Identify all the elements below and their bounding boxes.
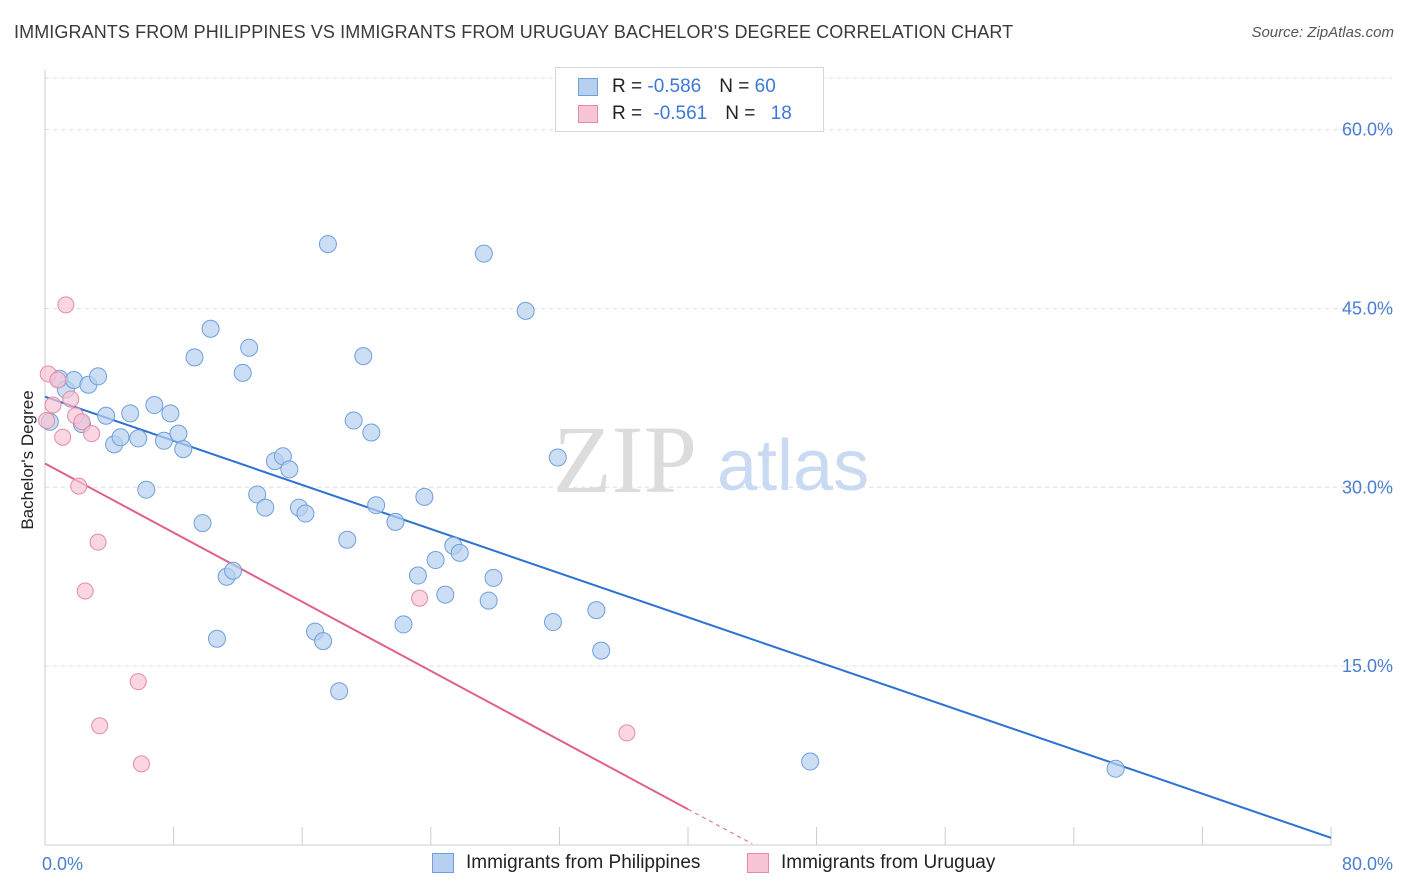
uruguay-point [62,390,80,408]
philippines-point [129,429,148,448]
philippines-point [415,487,434,506]
r-label: R = [612,103,648,124]
uruguay-point [132,755,150,773]
n-label: N = [725,103,761,124]
philippines-point [169,424,188,443]
philippines-point [318,235,337,254]
uruguay-point [73,413,91,431]
philippines-point [296,504,315,523]
philippines-point [248,485,267,504]
philippines-point [137,480,156,499]
r-value: -0.586 [647,76,702,97]
philippines-point [367,496,386,515]
philippines-point [174,440,193,459]
philippines-point [426,551,445,570]
uruguay-point [89,533,107,551]
philippines-point [1106,759,1125,778]
philippines-point [154,431,173,450]
r-value: -0.561 [653,103,708,124]
y-tick-label: 45.0% [1342,298,1393,318]
watermark: ZIP atlas [553,406,869,513]
philippines-point [354,347,373,366]
philippines-legend-swatch [432,853,454,873]
uruguay-legend-label: Immigrants from Uruguay [781,852,996,873]
legend-row-uruguay: R = -0.561 N = 18 [578,102,792,126]
y-tick-label: 15.0% [1342,656,1393,676]
philippines-point [314,632,333,651]
philippines-legend-label: Immigrants from Philippines [466,852,701,873]
philippines-point [280,460,299,479]
r-label: R = [612,76,648,97]
philippines-point [386,512,405,531]
philippines-point [208,629,227,648]
philippines-point [394,615,413,634]
philippines-point [224,561,243,580]
uruguay-point [49,371,67,389]
uruguay-point [57,296,75,314]
philippines-point [474,244,493,263]
philippines-point [193,514,212,533]
philippines-point [330,682,349,701]
n-value: 60 [754,76,776,97]
tick-labels: 15.0% 30.0% 45.0% 60.0% 0.0% 80.0% [42,120,1393,874]
philippines-point [97,406,116,425]
stats-legend: R = -0.586 N = 60 R = -0.561 N = 18 [555,67,824,132]
philippines-point [89,367,108,386]
philippines-point [587,601,606,620]
uruguay-point [129,673,147,691]
philippines-point [344,411,363,430]
uruguay-point [44,396,62,414]
y-tick-label: 60.0% [1342,120,1393,140]
philippines-point [121,404,140,423]
uruguay-point [411,589,429,607]
legend-row-philippines: R = -0.586 N = 60 [578,75,776,99]
philippines-point [801,752,820,771]
uruguay-swatch [578,105,598,123]
philippines-point [201,319,220,338]
chart-title: IMMIGRANTS FROM PHILIPPINES VS IMMIGRANT… [14,22,1014,42]
uruguay-trend-extension [687,808,753,845]
philippines-point [161,404,180,423]
philippines-point [450,543,469,562]
watermark-zip: ZIP [553,406,697,513]
uruguay-point [618,724,636,742]
philippines-point [185,348,204,367]
philippines-point [408,566,427,585]
philippines-point [592,641,611,660]
philippines-point [338,530,357,549]
watermark-atlas: atlas [717,426,869,506]
philippines-point [362,423,381,442]
axes [44,70,1332,846]
n-value: 18 [770,103,792,124]
philippines-point [111,428,130,447]
x-tick-label: 0.0% [42,854,83,874]
philippines-point [233,363,252,382]
uruguay-point [54,428,72,446]
philippines-swatch [578,78,598,96]
y-tick-label: 30.0% [1342,477,1393,497]
x-tick-label: 80.0% [1342,854,1393,874]
philippines-point [548,448,567,467]
philippines-point [516,301,535,320]
philippines-point [240,338,259,357]
philippines-point [256,498,275,517]
uruguay-point [83,425,101,443]
uruguay-point [91,717,109,735]
philippines-point [484,568,503,587]
uruguay-point [38,412,56,430]
n-label: N = [719,76,755,97]
philippines-point [543,613,562,632]
philippines-point [145,396,164,415]
uruguay-point [76,582,94,600]
philippines-point [479,591,498,610]
data-points [38,235,1125,778]
legend-philippines: Immigrants from Philippines [432,852,700,874]
uruguay-legend-swatch [747,853,769,873]
philippines-point [436,585,455,604]
uruguay-point [70,477,88,495]
legend-uruguay: Immigrants from Uruguay [747,852,995,874]
uruguay-trend-line [44,462,689,811]
source-credit: Source: ZipAtlas.com [1251,24,1394,41]
